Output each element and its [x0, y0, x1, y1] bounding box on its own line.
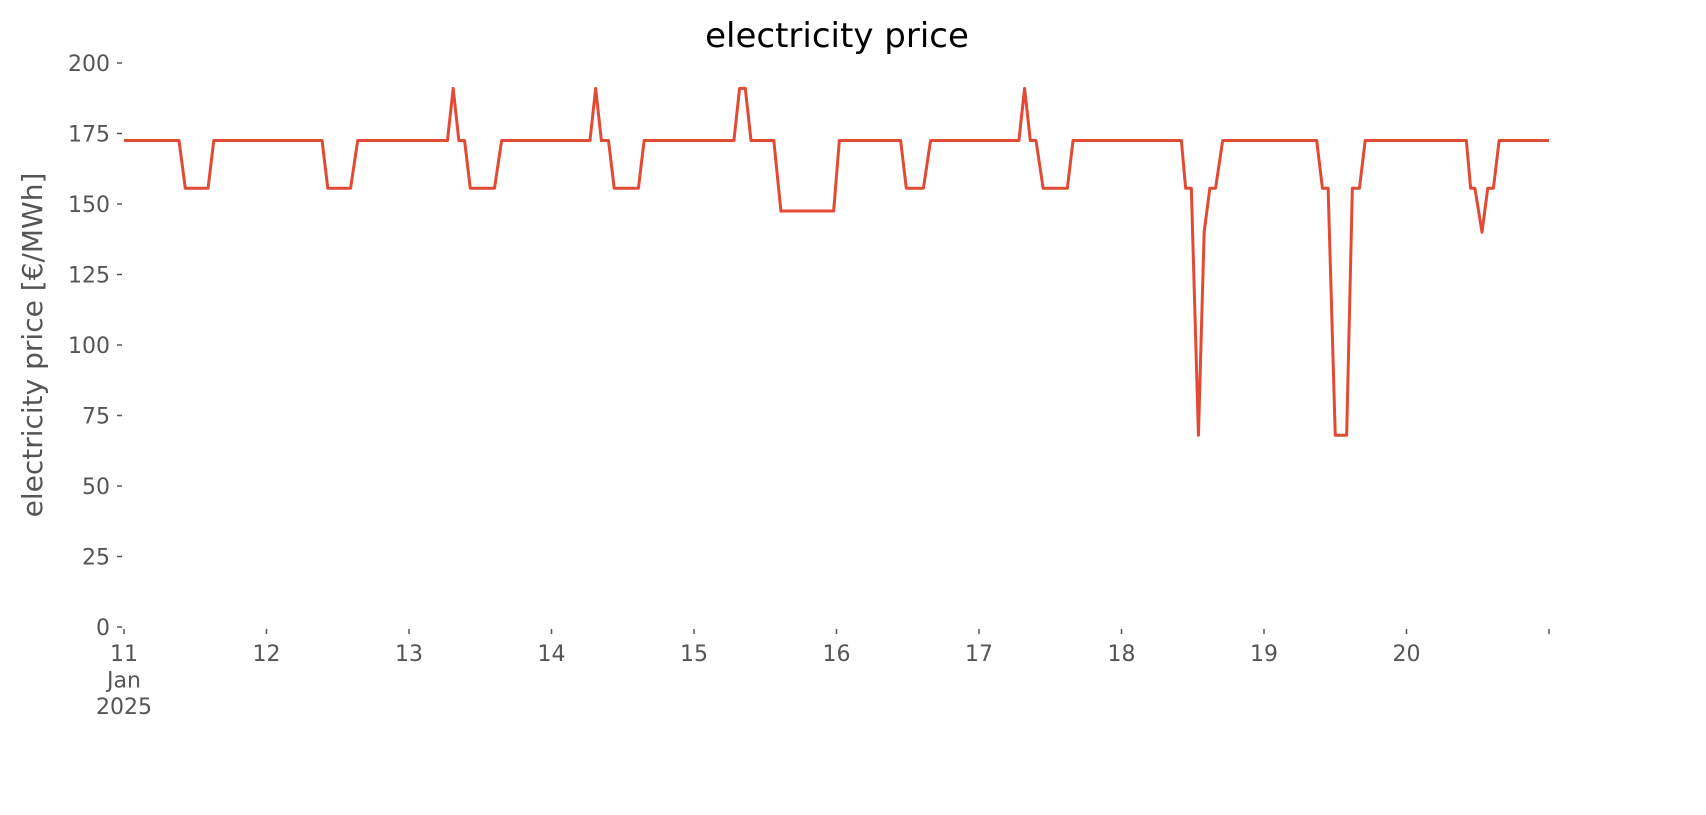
- x-tick-label: 11 Jan 2025: [96, 642, 152, 720]
- x-tick-label: 12: [253, 642, 281, 667]
- x-tick-label: 14: [538, 642, 566, 667]
- y-tick-label: 125: [68, 264, 110, 289]
- y-tick-label: 50: [82, 475, 110, 500]
- y-tick-label: 75: [82, 405, 110, 430]
- chart-title: electricity price: [705, 16, 969, 56]
- x-tick-label: 18: [1108, 642, 1136, 667]
- x-tick-label: 15: [680, 642, 708, 667]
- x-tick-label: 13: [395, 642, 423, 667]
- y-axis-label: electricity price [€/MWh]: [16, 173, 49, 518]
- x-tick-label: 17: [965, 642, 993, 667]
- y-tick-label: 200: [68, 52, 110, 77]
- y-tick-label: 150: [68, 193, 110, 218]
- y-tick-label: 25: [82, 546, 110, 571]
- x-tick-label: 20: [1393, 642, 1421, 667]
- y-tick-label: 175: [68, 123, 110, 148]
- x-tick-label: 16: [823, 642, 851, 667]
- price-line: [124, 86, 1549, 437]
- y-tick-label: 0: [96, 616, 110, 641]
- x-tick-label: 19: [1250, 642, 1278, 667]
- y-tick-label: 100: [68, 334, 110, 359]
